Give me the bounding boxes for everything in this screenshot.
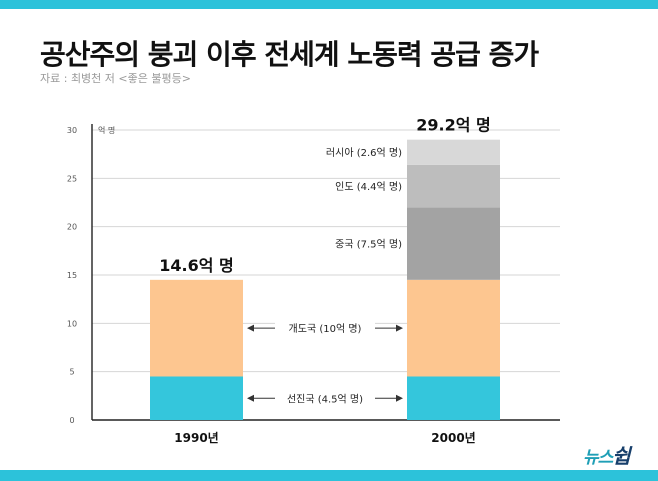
series-label: 러시아 (2.6억 명) xyxy=(326,147,402,159)
label-arrow-right-head xyxy=(396,394,403,402)
y-tick-label: 25 xyxy=(67,174,77,183)
bar-total-label: 29.2억 명 xyxy=(416,116,491,135)
series-label: 인도 (4.4억 명) xyxy=(335,181,402,193)
series-label: 선진국 (4.5억 명) xyxy=(287,393,363,405)
label-background xyxy=(275,390,375,407)
chart-title: 공산주의 붕괴 이후 전세계 노동력 공급 증가 xyxy=(40,38,539,71)
x-category-label: 1990년 xyxy=(174,431,218,445)
y-tick-label: 0 xyxy=(69,416,74,425)
label-background xyxy=(275,320,375,337)
label-arrow-left-head xyxy=(247,324,254,332)
bottom-accent-band xyxy=(0,470,658,481)
y-tick-label: 10 xyxy=(67,319,77,328)
y-tick-label: 20 xyxy=(67,223,77,232)
bar-segment xyxy=(407,376,500,420)
y-tick-label: 30 xyxy=(67,126,77,135)
logo-text-main: 뉴스 xyxy=(583,448,613,468)
bar-segment xyxy=(407,164,500,208)
y-tick-label: 15 xyxy=(67,271,77,280)
bar-segment xyxy=(407,207,500,280)
label-arrow-right-head xyxy=(396,324,403,332)
y-tick-label: 5 xyxy=(69,368,74,377)
series-label: 개도국 (10억 명) xyxy=(289,323,362,335)
y-axis-unit-label: 억 명 xyxy=(98,125,115,135)
label-arrow-left-head xyxy=(247,394,254,402)
bar-segment xyxy=(407,139,500,165)
bar-total-label: 14.6억 명 xyxy=(159,256,234,275)
bar-segment xyxy=(150,376,243,420)
brand-logo: 뉴스쉽 xyxy=(583,440,631,469)
series-label: 중국 (7.5억 명) xyxy=(335,239,402,251)
source-note: 자료 : 최병천 저 <좋은 불평등> xyxy=(40,72,191,85)
logo-text-accent: 쉽 xyxy=(612,444,630,468)
x-category-label: 2000년 xyxy=(431,431,475,445)
top-accent-band xyxy=(0,0,658,9)
bar-segment xyxy=(150,279,243,377)
bar-segment xyxy=(407,279,500,377)
